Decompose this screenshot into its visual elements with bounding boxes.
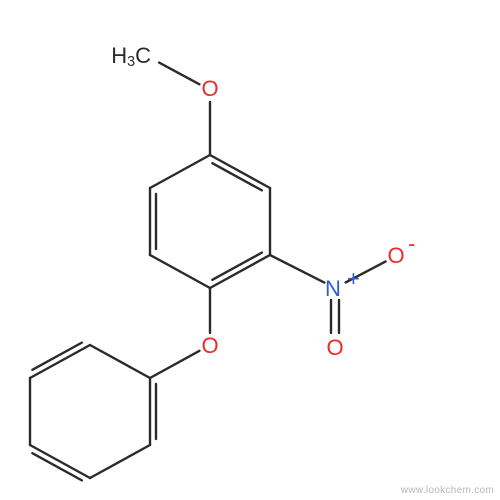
label-o-methoxy: O	[201, 76, 218, 101]
bond	[210, 255, 270, 288]
bond	[32, 453, 81, 480]
bond	[159, 63, 199, 85]
bond	[90, 445, 150, 478]
label-o-ether: O	[201, 333, 218, 358]
bond	[270, 255, 324, 283]
bond	[150, 351, 199, 378]
watermark: www.lookchem.com	[401, 485, 494, 496]
label-n: N	[325, 276, 341, 301]
bond	[212, 253, 261, 280]
molecule-canvas: { "structure_type": "chemical-structure"…	[0, 0, 500, 500]
label-o-minus-charge: -	[408, 231, 415, 256]
label-o-minus: O	[387, 243, 404, 268]
bond	[30, 345, 90, 378]
bond	[210, 155, 270, 188]
label-h3c: H3C	[111, 43, 151, 70]
label-o-double: O	[326, 335, 343, 360]
bond	[212, 163, 261, 190]
bond	[150, 255, 210, 288]
molecule-svg: H3COON+OO-	[0, 0, 500, 500]
bond	[90, 345, 150, 378]
label-n-plus: +	[347, 266, 360, 291]
bond	[32, 343, 81, 370]
bond	[150, 155, 210, 188]
bond	[30, 445, 90, 478]
